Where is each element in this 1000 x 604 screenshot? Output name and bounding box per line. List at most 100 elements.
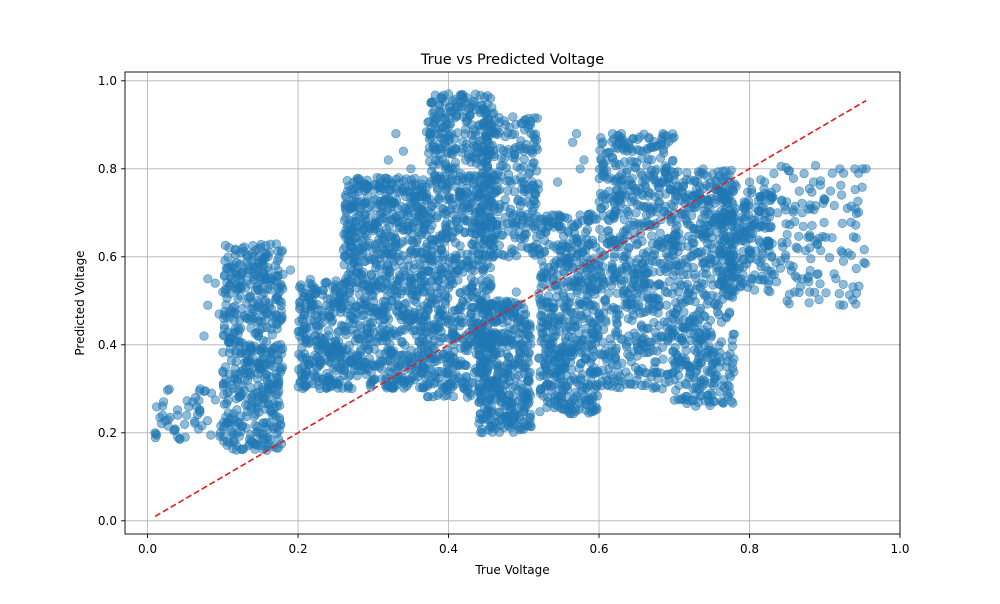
data-point xyxy=(717,338,726,347)
data-point xyxy=(351,303,360,312)
data-point xyxy=(494,337,503,346)
data-point xyxy=(395,271,404,280)
data-point xyxy=(270,404,279,413)
data-point xyxy=(486,150,495,159)
data-point xyxy=(480,404,489,413)
data-point xyxy=(262,309,271,318)
data-point xyxy=(414,285,423,294)
data-point xyxy=(257,276,266,285)
data-point xyxy=(691,274,700,283)
data-point xyxy=(526,117,535,126)
data-point xyxy=(536,407,545,416)
data-point xyxy=(273,325,282,334)
data-point xyxy=(461,346,470,355)
data-point xyxy=(354,210,363,219)
data-point xyxy=(243,257,252,266)
data-point xyxy=(368,282,377,291)
data-point xyxy=(622,205,631,214)
data-point xyxy=(630,329,639,338)
data-point xyxy=(567,366,576,375)
data-point xyxy=(613,319,622,328)
data-point xyxy=(379,213,388,222)
data-point xyxy=(219,348,228,357)
data-point xyxy=(248,397,257,406)
data-point xyxy=(367,368,376,377)
data-point xyxy=(608,265,617,274)
data-point xyxy=(743,283,752,292)
data-point xyxy=(427,209,436,218)
data-point xyxy=(563,307,572,316)
data-point xyxy=(411,174,420,183)
data-point xyxy=(723,352,732,361)
data-point xyxy=(627,358,636,367)
data-point xyxy=(259,395,268,404)
data-point xyxy=(530,203,539,212)
data-point xyxy=(699,184,708,193)
data-point xyxy=(559,345,568,354)
data-point xyxy=(687,252,696,261)
data-point xyxy=(227,356,236,365)
data-point xyxy=(510,130,519,139)
data-point xyxy=(361,257,370,266)
data-point xyxy=(220,400,229,409)
data-point xyxy=(612,331,621,340)
data-point xyxy=(275,377,284,386)
data-point xyxy=(536,249,545,258)
data-point xyxy=(758,254,767,263)
data-point xyxy=(646,279,655,288)
data-point xyxy=(645,348,654,357)
data-point xyxy=(767,223,776,232)
data-point xyxy=(377,250,386,259)
data-point xyxy=(439,334,448,343)
data-point xyxy=(410,219,419,228)
data-point xyxy=(702,270,711,279)
data-point xyxy=(684,361,693,370)
data-point xyxy=(354,278,363,287)
data-point xyxy=(707,240,716,249)
data-point xyxy=(639,325,648,334)
data-point xyxy=(540,218,549,227)
data-point xyxy=(542,362,551,371)
data-point xyxy=(497,154,506,163)
data-point xyxy=(500,117,509,126)
data-point xyxy=(441,317,450,326)
data-point xyxy=(722,314,731,323)
data-point xyxy=(526,334,535,343)
data-point xyxy=(645,135,654,144)
data-point xyxy=(689,224,698,233)
data-point xyxy=(423,380,432,389)
data-point xyxy=(550,262,559,271)
data-point xyxy=(471,90,480,99)
data-point xyxy=(577,312,586,321)
data-point xyxy=(442,160,451,169)
data-point xyxy=(376,186,385,195)
data-point xyxy=(777,162,786,171)
data-point xyxy=(525,169,534,178)
data-point xyxy=(385,232,394,241)
data-point xyxy=(452,112,461,121)
data-point xyxy=(382,274,391,283)
data-point xyxy=(238,269,247,278)
data-point xyxy=(494,168,503,177)
data-point xyxy=(672,216,681,225)
data-point xyxy=(826,187,835,196)
data-point xyxy=(441,368,450,377)
data-point xyxy=(343,187,352,196)
data-point xyxy=(438,274,447,283)
data-point xyxy=(674,371,683,380)
data-point xyxy=(599,338,608,347)
data-point xyxy=(740,204,749,213)
data-point xyxy=(649,143,658,152)
data-point xyxy=(424,305,433,314)
data-point xyxy=(575,381,584,390)
data-point xyxy=(704,196,713,205)
data-point xyxy=(725,212,734,221)
data-point xyxy=(633,339,642,348)
data-point xyxy=(482,224,491,233)
data-point xyxy=(522,394,531,403)
data-point xyxy=(605,148,614,157)
data-point xyxy=(363,326,372,335)
data-point xyxy=(382,239,391,248)
data-point xyxy=(485,128,494,137)
